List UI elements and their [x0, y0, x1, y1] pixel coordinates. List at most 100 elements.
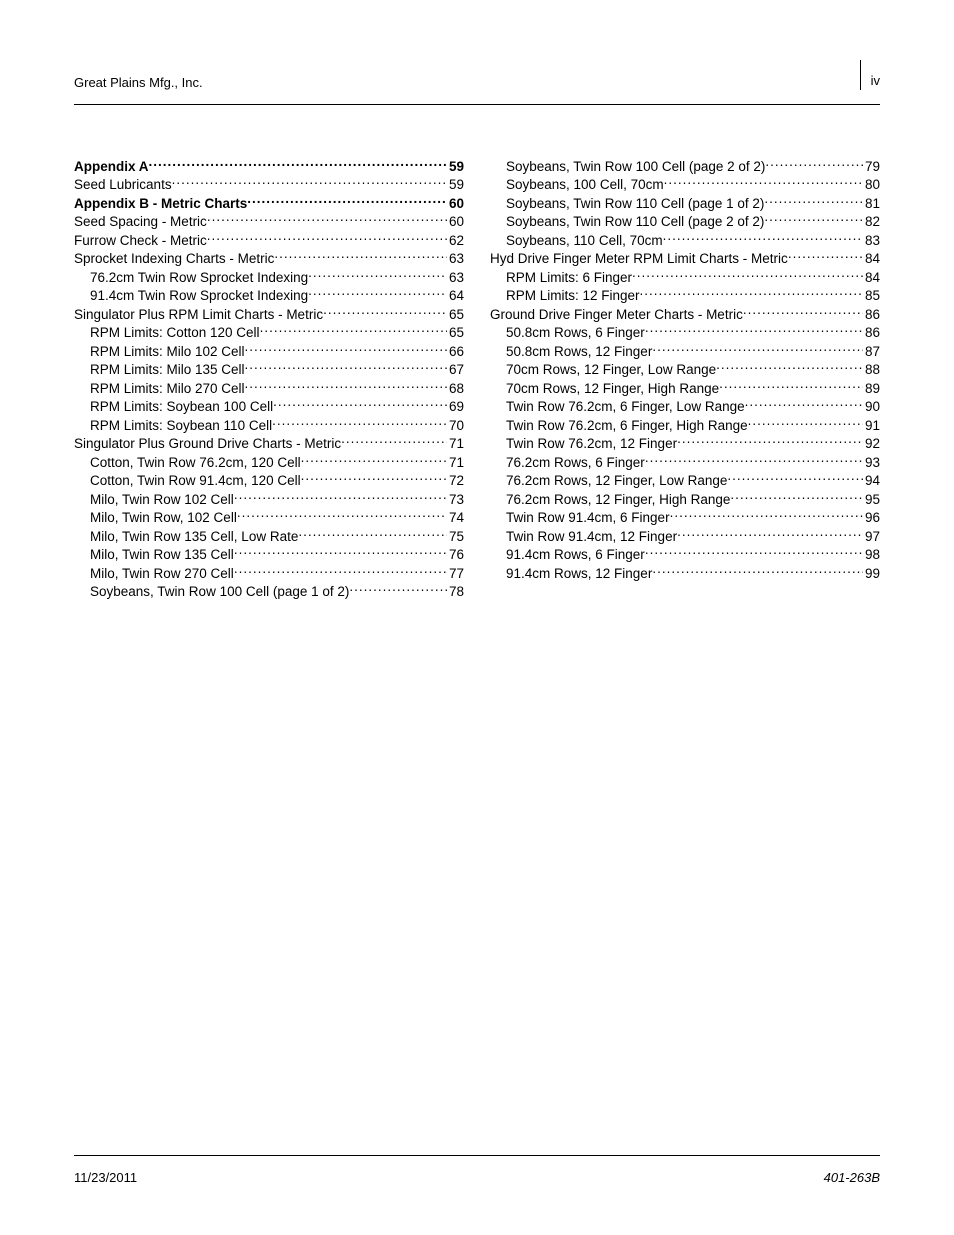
toc-leader-dots — [341, 435, 447, 449]
footer-divider — [74, 1155, 880, 1156]
toc-page-number: 82 — [863, 213, 880, 231]
toc-page-number: 92 — [863, 435, 880, 453]
toc-leader-dots — [670, 509, 863, 523]
toc-label: Milo, Twin Row 135 Cell — [90, 546, 234, 564]
toc-label: Soybeans, 110 Cell, 70cm — [506, 232, 663, 250]
toc-leader-dots — [677, 435, 863, 449]
toc-entry: RPM Limits: Cotton 120 Cell65 — [74, 324, 464, 343]
toc-page-number: 63 — [447, 250, 464, 268]
toc-leader-dots — [273, 398, 447, 412]
toc-page-number: 80 — [863, 176, 880, 194]
toc-columns: Appendix A59Seed Lubricants59Appendix B … — [74, 157, 880, 601]
toc-entry: Milo, Twin Row 135 Cell, Low Rate75 — [74, 527, 464, 546]
footer-row: 11/23/2011 401-263B — [74, 1170, 880, 1185]
toc-page-number: 91 — [863, 417, 880, 435]
toc-entry: Ground Drive Finger Meter Charts - Metri… — [490, 305, 880, 324]
toc-page-number: 86 — [863, 324, 880, 342]
toc-leader-dots — [308, 287, 447, 301]
toc-entry: 91.4cm Rows, 6 Finger98 — [490, 546, 880, 565]
header-page-number: iv — [860, 60, 880, 90]
toc-page-number: 59 — [447, 158, 464, 176]
toc-page-number: 63 — [447, 269, 464, 287]
toc-page-number: 95 — [863, 491, 880, 509]
toc-entry: RPM Limits: Soybean 110 Cell70 — [74, 416, 464, 435]
toc-leader-dots — [745, 398, 863, 412]
toc-label: Twin Row 91.4cm, 12 Finger — [506, 528, 677, 546]
toc-label: Singulator Plus RPM Limit Charts - Metri… — [74, 306, 323, 324]
toc-page-number: 88 — [863, 361, 880, 379]
toc-label: 70cm Rows, 12 Finger, High Range — [506, 380, 719, 398]
document-page: Great Plains Mfg., Inc. iv Appendix A59S… — [0, 0, 954, 1235]
toc-entry: Furrow Check - Metric 62 — [74, 231, 464, 250]
toc-page-number: 94 — [863, 472, 880, 490]
toc-entry: Soybeans, Twin Row 100 Cell (page 2 of 2… — [490, 157, 880, 176]
toc-leader-dots — [677, 527, 863, 541]
toc-page-number: 81 — [863, 195, 880, 213]
toc-label: Cotton, Twin Row 76.2cm, 120 Cell — [90, 454, 301, 472]
toc-label: Soybeans, 100 Cell, 70cm — [506, 176, 664, 194]
toc-leader-dots — [298, 527, 447, 541]
toc-page-number: 93 — [863, 454, 880, 472]
toc-entry: 70cm Rows, 12 Finger, High Range 89 — [490, 379, 880, 398]
footer-doc-id: 401-263B — [824, 1170, 880, 1185]
toc-leader-dots — [237, 509, 447, 523]
toc-entry: Soybeans, Twin Row 110 Cell (page 2 of 2… — [490, 213, 880, 232]
toc-entry: Soybeans, Twin Row 110 Cell (page 1 of 2… — [490, 194, 880, 213]
toc-page-number: 66 — [447, 343, 464, 361]
toc-entry: Twin Row 76.2cm, 12 Finger92 — [490, 435, 880, 454]
toc-label: Ground Drive Finger Meter Charts - Metri… — [490, 306, 743, 324]
toc-page-number: 89 — [863, 380, 880, 398]
toc-label: Soybeans, Twin Row 100 Cell (page 1 of 2… — [90, 583, 349, 601]
toc-entry: 50.8cm Rows, 6 Finger86 — [490, 324, 880, 343]
toc-label: RPM Limits: Milo 270 Cell — [90, 380, 245, 398]
toc-leader-dots — [234, 490, 447, 504]
toc-leader-dots — [172, 176, 447, 190]
footer-date: 11/23/2011 — [74, 1170, 137, 1185]
toc-leader-dots — [764, 194, 863, 208]
toc-entry: Twin Row 76.2cm, 6 Finger, Low Range90 — [490, 398, 880, 417]
toc-entry: Sprocket Indexing Charts - Metric 63 — [74, 250, 464, 269]
toc-label: Milo, Twin Row 270 Cell — [90, 565, 234, 583]
toc-leader-dots — [308, 268, 447, 282]
toc-label: 50.8cm Rows, 12 Finger — [506, 343, 652, 361]
toc-page-number: 99 — [863, 565, 880, 583]
toc-label: Cotton, Twin Row 91.4cm, 120 Cell — [90, 472, 301, 490]
toc-page-number: 97 — [863, 528, 880, 546]
toc-page-number: 84 — [863, 269, 880, 287]
toc-label: 76.2cm Rows, 12 Finger, High Range — [506, 491, 730, 509]
toc-entry: RPM Limits: Milo 135 Cell67 — [74, 361, 464, 380]
toc-label: Furrow Check - Metric — [74, 232, 207, 250]
toc-page-number: 76 — [447, 546, 464, 564]
toc-page-number: 60 — [447, 213, 464, 231]
toc-leader-dots — [245, 379, 447, 393]
toc-entry: Twin Row 91.4cm, 6 Finger96 — [490, 509, 880, 528]
toc-entry: Appendix A59 — [74, 157, 464, 176]
toc-label: Soybeans, Twin Row 110 Cell (page 1 of 2… — [506, 195, 764, 213]
toc-leader-dots — [301, 453, 447, 467]
toc-page-number: 86 — [863, 306, 880, 324]
toc-entry: 76.2cm Rows, 12 Finger, High Range 95 — [490, 490, 880, 509]
toc-page-number: 90 — [863, 398, 880, 416]
toc-label: Singulator Plus Ground Drive Charts - Me… — [74, 435, 341, 453]
toc-entry: Soybeans, 100 Cell, 70cm 80 — [490, 176, 880, 195]
toc-leader-dots — [765, 157, 863, 171]
page-footer: 11/23/2011 401-263B — [74, 1155, 880, 1185]
toc-page-number: 69 — [447, 398, 464, 416]
toc-entry: Soybeans, Twin Row 100 Cell (page 1 of 2… — [74, 583, 464, 602]
toc-entry: Cotton, Twin Row 91.4cm, 120 Cell 72 — [74, 472, 464, 491]
toc-entry: Milo, Twin Row, 102 Cell74 — [74, 509, 464, 528]
toc-page-number: 64 — [447, 287, 464, 305]
toc-entry: Singulator Plus Ground Drive Charts - Me… — [74, 435, 464, 454]
toc-label: Seed Spacing - Metric — [74, 213, 207, 231]
toc-page-number: 68 — [447, 380, 464, 398]
toc-leader-dots — [301, 472, 447, 486]
toc-page-number: 62 — [447, 232, 464, 250]
toc-label: Sprocket Indexing Charts - Metric — [74, 250, 274, 268]
toc-entry: Singulator Plus RPM Limit Charts - Metri… — [74, 305, 464, 324]
toc-leader-dots — [788, 250, 863, 264]
toc-entry: Milo, Twin Row 270 Cell77 — [74, 564, 464, 583]
toc-page-number: 72 — [447, 472, 464, 490]
toc-leader-dots — [245, 361, 447, 375]
company-name: Great Plains Mfg., Inc. — [74, 75, 203, 90]
toc-entry: Hyd Drive Finger Meter RPM Limit Charts … — [490, 250, 880, 269]
